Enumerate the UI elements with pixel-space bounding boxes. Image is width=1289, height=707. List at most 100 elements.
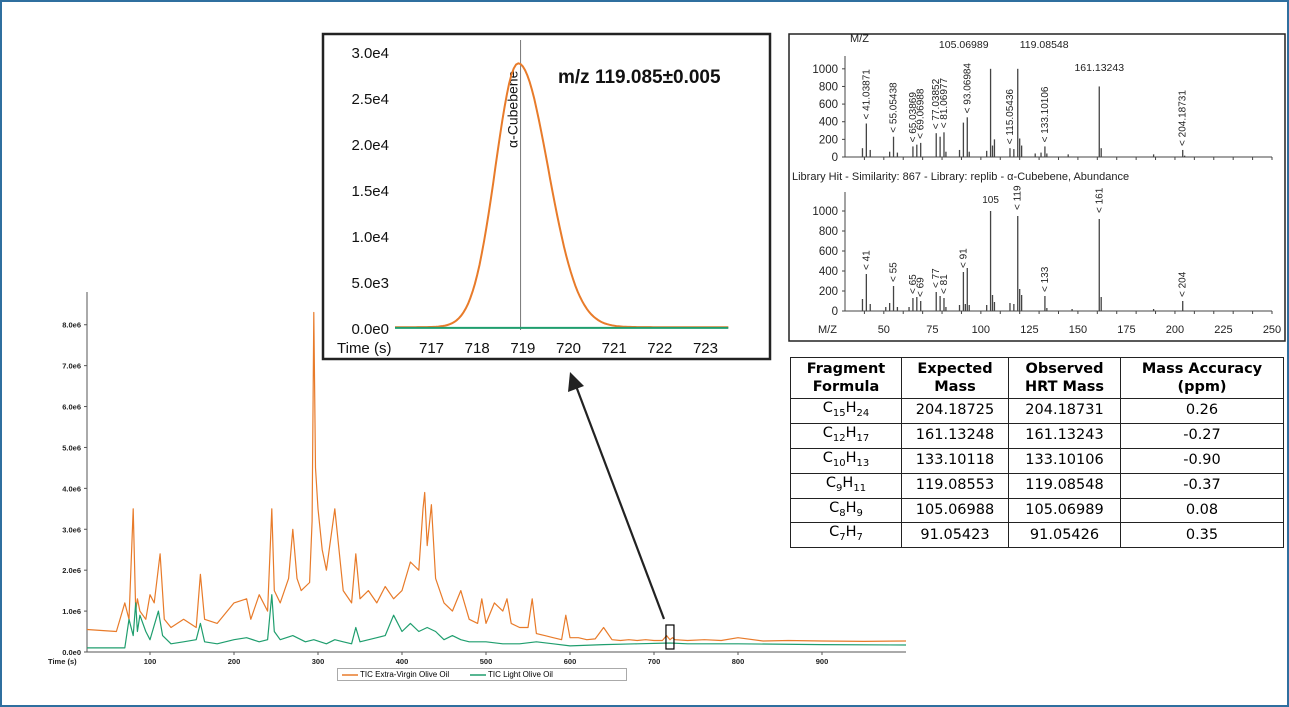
ms-y-tick-label: 200 — [819, 134, 838, 146]
ms-library-title: Library Hit - Similarity: 867 - Library:… — [792, 171, 1129, 183]
cubebene-marker-label: α-Cubebene — [505, 70, 521, 148]
y-tick-label: 0.0e0 — [62, 648, 81, 657]
ppm-cell: -0.27 — [1120, 422, 1284, 449]
formula-part: H — [845, 449, 857, 466]
inset-x-tick-label: 719 — [510, 340, 535, 357]
formula-part: 12 — [832, 432, 846, 444]
table-row: C12H17 161.13248 161.13243 -0.27 — [790, 422, 1284, 449]
ms-x-tick-label: 225 — [1214, 324, 1232, 336]
x-tick-label: 300 — [312, 657, 325, 666]
x-tick-label: 400 — [396, 657, 409, 666]
header-line: Fragment — [806, 361, 886, 377]
expected-mass-cell: 161.13248 — [901, 422, 1009, 449]
y-tick-label: 4.0e6 — [62, 484, 81, 493]
eic-inset-chart: 0.0e0 5.0e3 1.0e4 1.5e4 2.0e4 2.5e4 3.0e4 Time … — [321, 32, 772, 361]
formula-cell: C8H9 — [790, 497, 902, 524]
x-tick-label: 900 — [816, 657, 829, 666]
formula-part: C — [822, 400, 833, 416]
header-line: (ppm) — [1177, 379, 1227, 395]
inset-x-tick-label: 723 — [693, 340, 718, 357]
formula-part: 7 — [839, 532, 846, 544]
ppm-cell: 0.08 — [1120, 497, 1284, 524]
formula-part: H — [842, 474, 854, 491]
y-tick-label: 1.0e6 — [62, 607, 81, 616]
header-expected: Expected Mass — [901, 357, 1009, 399]
series-light — [87, 594, 907, 649]
formula-cell: C15H24 — [790, 398, 902, 424]
expected-mass-cell: 133.10118 — [901, 447, 1009, 474]
ms-peak-label: < 204.18731 — [1178, 90, 1189, 146]
ppm-cell: 0.26 — [1120, 398, 1284, 424]
ms-peak-label: < 81.06977 — [939, 78, 950, 129]
x-tick-label: 200 — [228, 657, 241, 666]
ms-x-tick-label: 125 — [1020, 324, 1038, 336]
ms-library-top-label: 105 — [982, 195, 999, 206]
zoom-box — [665, 624, 675, 650]
formula-part: 11 — [853, 482, 867, 494]
inset-y-tick-label: 1.0e4 — [351, 229, 389, 246]
expected-mass-cell: 204.18725 — [901, 398, 1009, 424]
formula-part: 17 — [856, 432, 870, 444]
fragment-mass-table: Fragment Formula Expected Mass Observed HRT… — [790, 357, 1284, 549]
ms-peak-label: < 81 — [939, 274, 950, 294]
formula-part: H — [845, 524, 857, 541]
ms-peak-label: < 41 — [861, 250, 872, 270]
ppm-cell: -0.37 — [1120, 472, 1284, 499]
y-tick-label: 2.0e6 — [62, 566, 81, 575]
x-tick-label: 100 — [144, 657, 157, 666]
inset-y-tick-label: 5.0e3 — [351, 275, 389, 292]
zoom-annotation — [568, 372, 666, 620]
x-tick-label: 500 — [480, 657, 493, 666]
y-tick-label: 8.0e6 — [62, 321, 81, 330]
formula-part: C — [822, 449, 833, 466]
ms-peak-label: < 55.05438 — [889, 82, 900, 133]
formula-part: H — [845, 424, 857, 441]
ppm-cell: 0.35 — [1120, 522, 1284, 549]
table-header-row: Fragment Formula Expected Mass Observed HRT… — [790, 357, 1284, 399]
ppm-cell: -0.90 — [1120, 447, 1284, 474]
inset-y-tick-label: 1.5e4 — [351, 183, 389, 200]
formula-part: C — [825, 474, 837, 491]
ms-peak-label: < 133 — [1040, 266, 1051, 292]
ms-peak-label: < 41.03871 — [861, 69, 872, 120]
ms-peak-label: < 69.06988 — [916, 88, 927, 139]
ms-peak-label: < 115.05436 — [1005, 89, 1016, 145]
ms-panel-frame — [788, 33, 1286, 342]
tic-legend: TIC Extra-Virgin Olive Oil TIC Light Oli… — [337, 668, 627, 681]
header-line: Mass — [934, 379, 976, 395]
ms-y-tick-label: 800 — [819, 81, 838, 93]
inset-x-tick-label: 717 — [419, 340, 444, 357]
ms-x-tick-label: 100 — [972, 324, 990, 336]
formula-part: 13 — [856, 457, 870, 469]
ms-top-peak-label: 161.13243 — [1074, 62, 1124, 74]
x-tick-label: 600 — [564, 657, 577, 666]
inset-x-axis-title: Time (s) — [337, 340, 391, 357]
ms-y-tick-label: 400 — [819, 266, 838, 278]
formula-part: 8 — [839, 507, 846, 519]
header-observed: Observed HRT Mass — [1008, 357, 1121, 399]
legend-swatch-light — [470, 670, 486, 679]
ms-y-tick-label: 0 — [832, 306, 838, 318]
formula-part: H — [845, 499, 857, 516]
ms-y-tick-label: 800 — [819, 226, 838, 238]
ms-peak-label: < 65 — [908, 274, 919, 294]
ms-peak-label: < 69 — [916, 277, 927, 297]
ms-x-tick-label: 50 — [878, 324, 890, 336]
observed-mass-cell: 119.08548 — [1008, 472, 1121, 499]
inset-frame — [321, 32, 772, 361]
ms-library-top-label: < 161 — [1094, 187, 1105, 213]
library-mass-spectrum: Library Hit - Similarity: 867 - Library:… — [792, 171, 1281, 336]
y-tick-label: 7.0e6 — [62, 362, 81, 371]
ms-corner-label: M/Z — [850, 33, 869, 45]
ms-peak-label: < 204 — [1178, 271, 1189, 297]
y-tick-label: 5.0e6 — [62, 443, 81, 452]
legend-label-evoo: TIC Extra-Virgin Olive Oil — [360, 670, 450, 679]
formula-part: C — [829, 524, 840, 541]
inset-x-tick-label: 718 — [465, 340, 490, 357]
formula-part: H — [845, 400, 857, 416]
formula-part: 15 — [832, 407, 846, 419]
inset-y-tick-label: 3.0e4 — [351, 45, 389, 62]
legend-swatch-evoo — [342, 670, 358, 679]
header-line: Expected — [917, 361, 993, 377]
